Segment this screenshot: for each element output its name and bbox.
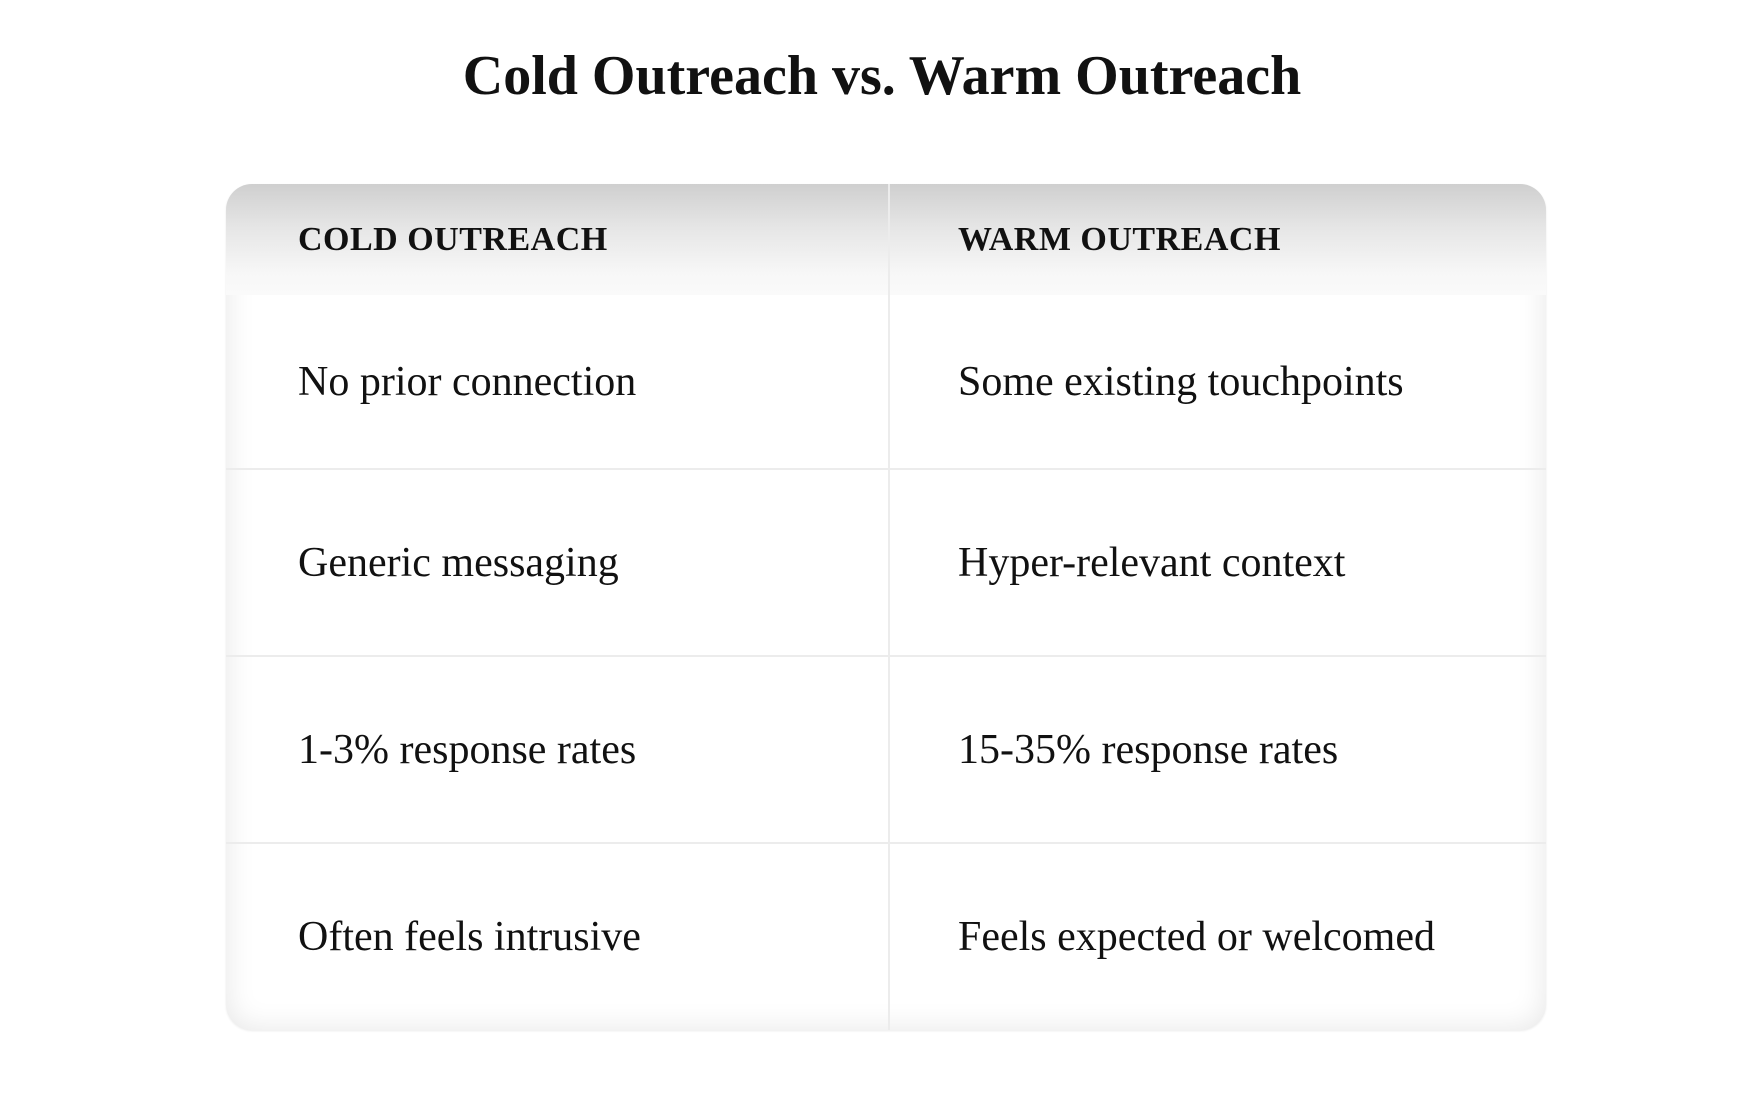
cold-cell: Often feels intrusive — [298, 914, 641, 960]
warm-cell: 15-35% response rates — [958, 726, 1339, 773]
table-row: 1-3% response rates 15-35% response rate… — [226, 655, 1546, 842]
table-row: No prior connection Some existing touchp… — [226, 295, 1546, 468]
cold-cell: No prior connection — [298, 358, 637, 405]
warm-cell: Some existing touchpoints — [958, 358, 1404, 405]
warm-cell: Hyper-relevant context — [958, 539, 1346, 586]
cold-cell: Generic messaging — [298, 539, 619, 586]
column-divider — [888, 184, 890, 1030]
comparison-table: COLD OUTREACH WARM OUTREACH No prior con… — [226, 184, 1546, 1030]
table-header: COLD OUTREACH WARM OUTREACH — [226, 184, 1546, 295]
header-cold-outreach: COLD OUTREACH — [298, 220, 608, 258]
warm-cell: Feels expected or welcomed — [958, 914, 1435, 960]
table-row: Generic messaging Hyper-relevant context — [226, 468, 1546, 655]
page-title: Cold Outreach vs. Warm Outreach — [462, 45, 1302, 107]
table-row: Often feels intrusive Feels expected or … — [226, 842, 1546, 1030]
cold-cell: 1-3% response rates — [298, 726, 637, 773]
header-warm-outreach: WARM OUTREACH — [958, 220, 1281, 258]
